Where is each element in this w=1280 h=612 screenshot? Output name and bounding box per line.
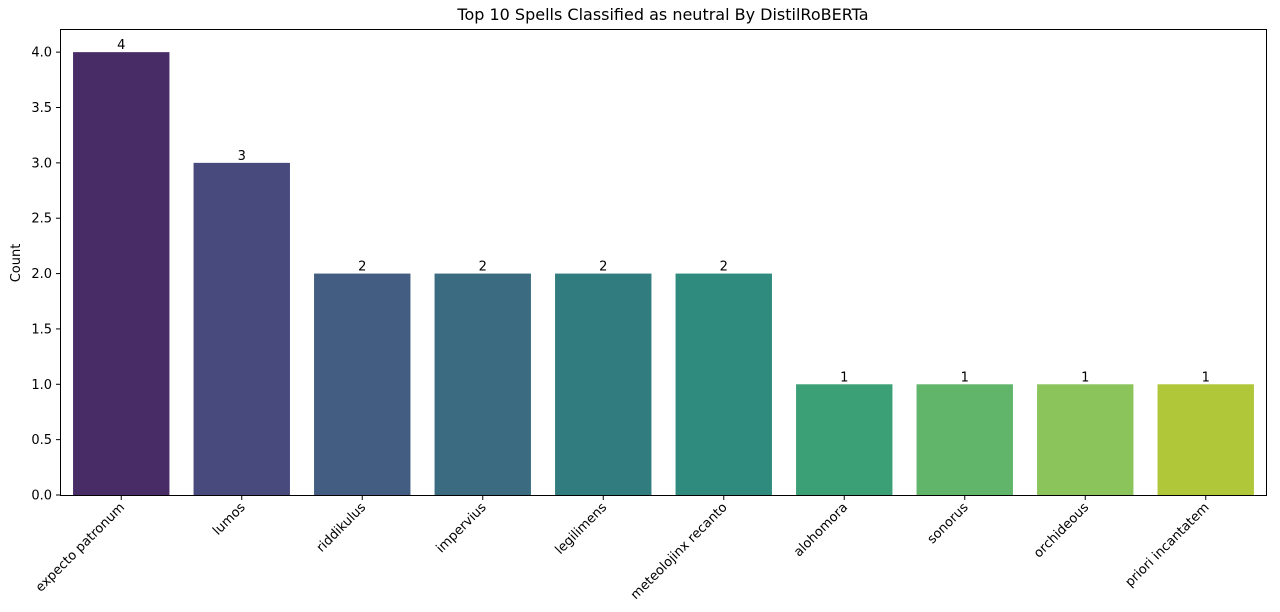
bar-value-label: 1 [1202,370,1210,385]
x-tick-label: expecto patronum [33,500,128,595]
bar [555,273,652,495]
y-tick-label: 4.0 [31,46,52,61]
y-tick-label: 3.5 [31,101,52,116]
y-axis-ticks: 0.0 0.5 1.0 1.5 2.0 2.5 3.0 3.5 4.0 [31,46,61,504]
y-tick-label: 1.0 [31,378,52,393]
y-tick-label: 2.0 [31,267,52,282]
x-tick-label: meteolojinx recanto [628,500,731,603]
bar-value-label: 2 [358,260,366,275]
x-tick-label: orchideous [1031,500,1092,561]
y-tick-label: 0.0 [31,489,52,504]
bar-value-label: 1 [961,370,969,385]
x-axis-ticks: expecto patronum lumos riddikulus impervius… [33,495,1213,603]
plot-frame [60,29,1267,496]
x-tick-label: impervius [434,500,490,556]
bar [73,52,170,496]
y-tick-label: 1.5 [31,322,52,337]
bar-value-label: 2 [599,260,607,275]
bar [193,162,290,495]
x-tick-label: sonorus [925,500,972,547]
x-tick-label: priori incantatem [1123,500,1213,590]
bar-value-label: 1 [840,370,848,385]
y-tick-label: 3.0 [31,156,52,171]
y-axis-label: Count [9,244,24,283]
bar [1157,384,1254,495]
bar-value-label: 1 [1081,370,1089,385]
bar-value-label: 3 [238,149,246,164]
bar [796,384,893,495]
bar [314,273,411,495]
bar [675,273,772,495]
bars-group: 4 3 2 2 2 2 1 1 1 1 [73,38,1254,496]
bar-value-label: 2 [720,260,728,275]
x-tick-label: lumos [210,500,249,539]
bar [1037,384,1134,495]
y-tick-label: 2.5 [31,212,52,227]
y-tick-label: 0.5 [31,433,52,448]
bar [434,273,531,495]
bar-value-label: 2 [479,260,487,275]
bar-value-label: 4 [117,38,125,53]
x-tick-label: legilimens [553,500,611,558]
x-tick-label: riddikulus [314,500,369,555]
chart-title: Top 10 Spells Classified as neutral By D… [456,5,868,24]
x-tick-label: alohomora [791,500,851,560]
bar [916,384,1013,495]
